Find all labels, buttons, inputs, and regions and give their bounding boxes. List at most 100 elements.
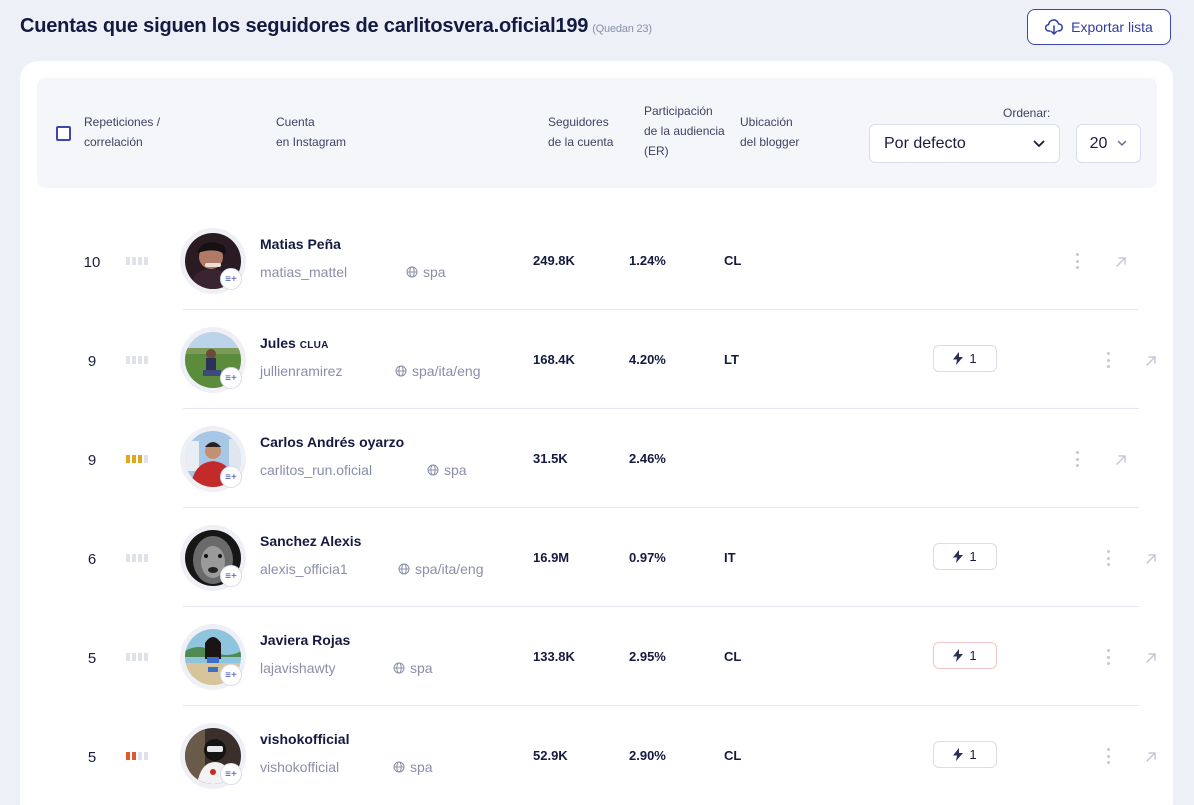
language-text: spa/ita/eng	[415, 561, 484, 577]
avatar[interactable]: ≡+	[180, 624, 246, 690]
open-external-icon[interactable]	[1114, 453, 1128, 467]
header-er-line3: (ER)	[644, 144, 669, 158]
correlation-bars	[126, 356, 148, 364]
row-divider	[183, 309, 1139, 310]
add-to-list-icon[interactable]: ≡+	[220, 466, 242, 488]
boost-badge[interactable]: 1	[933, 642, 997, 669]
add-to-list-icon[interactable]: ≡+	[220, 367, 242, 389]
globe-icon	[393, 761, 405, 773]
open-external-icon[interactable]	[1144, 750, 1158, 764]
avatar[interactable]: ≡+	[180, 228, 246, 294]
header-account: Cuenta en Instagram	[276, 112, 346, 152]
account-name[interactable]: Carlos Andrés oyarzo	[260, 434, 404, 450]
more-options-icon[interactable]	[1103, 647, 1113, 667]
boost-badge[interactable]: 1	[933, 345, 997, 372]
boost-count: 1	[969, 747, 977, 762]
language: spa	[393, 660, 433, 676]
account-name[interactable]: Sanchez Alexis	[260, 533, 361, 549]
table-row[interactable]: 5 ≡+ vishokofficial vishokofficial spa 5…	[20, 706, 1173, 805]
account-name-text: Carlos Andrés oyarzo	[260, 434, 405, 450]
table-header: Repeticiones / correlación Cuenta en Ins…	[37, 78, 1157, 188]
followers-count: 31.5K	[533, 451, 568, 466]
followers-count: 133.8K	[533, 649, 575, 664]
account-handle[interactable]: alexis_officia1	[260, 561, 348, 577]
table-row[interactable]: 6 ≡+ Sanchez Alexis alexis_officia1 spa/…	[20, 508, 1173, 607]
chevron-down-icon	[1118, 140, 1127, 146]
engagement-rate: 4.20%	[629, 352, 666, 367]
repetition-count: 9	[87, 353, 97, 370]
globe-icon	[395, 365, 407, 377]
boost-badge[interactable]: 1	[933, 741, 997, 768]
avatar[interactable]: ≡+	[180, 426, 246, 492]
blogger-location: CL	[724, 253, 742, 268]
table-row[interactable]: 5 ≡+ Javiera Rojas lajavishawty spa 133.…	[20, 607, 1173, 706]
more-options-icon[interactable]	[1103, 350, 1113, 370]
account-name-tag: CLUA	[299, 340, 329, 351]
open-external-icon[interactable]	[1114, 255, 1128, 269]
account-handle[interactable]: matias_mattel	[260, 264, 348, 280]
header-account-line1: Cuenta	[276, 115, 315, 129]
header-er[interactable]: Participación de la audiencia (ER)	[644, 101, 725, 161]
repetition-count: 10	[83, 254, 101, 271]
account-name[interactable]: Matias Peña	[260, 236, 341, 252]
add-to-list-icon[interactable]: ≡+	[220, 763, 242, 785]
open-external-icon[interactable]	[1144, 552, 1158, 566]
boost-count: 1	[969, 549, 977, 564]
header-account-line2: en Instagram	[276, 135, 347, 149]
table-row[interactable]: 9 ≡+ Jules CLUA jullienramirez spa/ita/e…	[20, 310, 1173, 409]
page-title: Cuentas que siguen los seguidores de car…	[20, 15, 652, 38]
lightning-icon	[953, 748, 964, 761]
account-name-text: Jules	[260, 335, 296, 351]
boost-badge[interactable]: 1	[933, 543, 997, 570]
avatar[interactable]: ≡+	[180, 525, 246, 591]
more-options-icon[interactable]	[1072, 251, 1082, 271]
add-to-list-icon[interactable]: ≡+	[220, 565, 242, 587]
account-handle[interactable]: vishokofficial	[260, 759, 340, 775]
language-text: spa	[444, 462, 467, 478]
account-handle[interactable]: carlitos_run.oficial	[260, 462, 373, 478]
header-location-line2: del blogger	[740, 135, 800, 149]
followers-count: 16.9M	[533, 550, 570, 565]
language-text: spa/ita/eng	[412, 363, 481, 379]
cloud-download-icon	[1045, 19, 1064, 35]
lightning-icon	[953, 352, 964, 365]
header-followers[interactable]: Seguidores de la cuenta	[548, 112, 613, 152]
header-repetitions[interactable]: Repeticiones / correlación	[84, 112, 160, 152]
more-options-icon[interactable]	[1103, 746, 1113, 766]
account-name[interactable]: Jules CLUA	[260, 335, 329, 351]
open-external-icon[interactable]	[1144, 651, 1158, 665]
sort-label: Ordenar:	[1003, 106, 1051, 120]
globe-icon	[398, 563, 410, 575]
row-divider	[183, 705, 1139, 706]
sort-select[interactable]: Por defecto	[869, 124, 1060, 163]
correlation-bars	[126, 257, 148, 265]
account-handle[interactable]: jullienramirez	[260, 363, 343, 379]
account-handle[interactable]: lajavishawty	[260, 660, 336, 676]
open-external-icon[interactable]	[1144, 354, 1158, 368]
avatar[interactable]: ≡+	[180, 723, 246, 789]
header-er-line1: Participación	[644, 104, 713, 118]
language: spa/ita/eng	[395, 363, 481, 379]
account-name-text: Matias Peña	[260, 236, 341, 252]
account-name[interactable]: vishokofficial	[260, 731, 349, 747]
export-list-button[interactable]: Exportar lista	[1027, 9, 1171, 45]
account-name-text: Javiera Rojas	[260, 632, 351, 648]
more-options-icon[interactable]	[1103, 548, 1113, 568]
more-options-icon[interactable]	[1072, 449, 1082, 469]
language-text: spa	[410, 660, 433, 676]
select-all-checkbox[interactable]	[56, 126, 71, 141]
boost-count: 1	[969, 648, 977, 663]
correlation-bars	[126, 752, 148, 760]
avatar[interactable]: ≡+	[180, 327, 246, 393]
results-card: Repeticiones / correlación Cuenta en Ins…	[20, 61, 1173, 805]
page-size-select[interactable]: 20	[1076, 124, 1141, 163]
lightning-icon	[953, 649, 964, 662]
add-to-list-icon[interactable]: ≡+	[220, 268, 242, 290]
add-to-list-icon[interactable]: ≡+	[220, 664, 242, 686]
lightning-icon	[953, 550, 964, 563]
account-name[interactable]: Javiera Rojas	[260, 632, 350, 648]
table-row[interactable]: 10 ≡+ Matias Peña matias_mattel spa 249.…	[20, 211, 1173, 310]
table-row[interactable]: 9 ≡+ Carlos Andrés oyarzo carlitos_run.o…	[20, 409, 1173, 508]
engagement-rate: 1.24%	[629, 253, 666, 268]
globe-icon	[427, 464, 439, 476]
